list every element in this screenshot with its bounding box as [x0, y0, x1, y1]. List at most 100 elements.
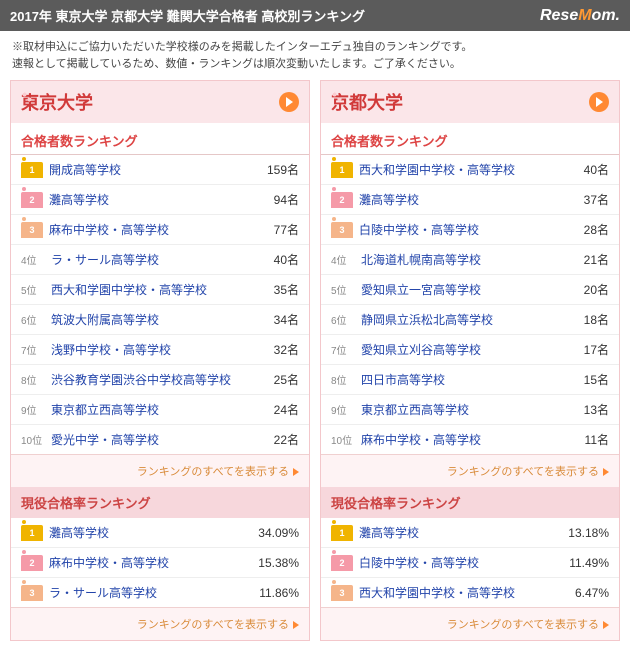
rank-number: 6位 [331, 312, 355, 327]
school-link[interactable]: 麻布中学校・高等学校 [361, 431, 559, 448]
rank-value: 24名 [249, 401, 299, 418]
ranking-row: 2麻布中学校・高等学校15.38% [11, 548, 309, 578]
school-link[interactable]: 灘高等学校 [49, 191, 249, 208]
panel-header: 京都大学 [321, 81, 619, 123]
crown-icon: 1 [331, 162, 353, 178]
show-all-link[interactable]: ランキングのすべてを表示する [11, 607, 309, 640]
rate-section-title: 現役合格率ランキング [11, 487, 309, 518]
panel-header: 東京大学 [11, 81, 309, 123]
ranking-row: 6位静岡県立浜松北高等学校18名 [321, 305, 619, 335]
school-link[interactable]: 東京都立西高等学校 [361, 401, 559, 418]
crown-icon: 2 [331, 555, 353, 571]
school-link[interactable]: 愛光中学・高等学校 [51, 431, 249, 448]
school-link[interactable]: 北海道札幌南高等学校 [361, 251, 559, 268]
crown-icon: 3 [331, 222, 353, 238]
rank-value: 37名 [559, 191, 609, 208]
school-link[interactable]: 麻布中学校・高等学校 [49, 221, 249, 238]
rank-value: 15.38% [249, 556, 299, 570]
school-link[interactable]: 麻布中学校・高等学校 [49, 554, 249, 571]
crown-icon: 3 [21, 585, 43, 601]
rank-value: 40名 [249, 251, 299, 268]
show-all-link[interactable]: ランキングのすべてを表示する [11, 454, 309, 487]
ranking-row: 7位愛知県立刈谷高等学校17名 [321, 335, 619, 365]
school-link[interactable]: ラ・サール高等学校 [51, 251, 249, 268]
school-link[interactable]: 四日市高等学校 [361, 371, 559, 388]
rank-value: 28名 [559, 221, 609, 238]
rank-value: 34.09% [249, 526, 299, 540]
count-ranking-list: 1西大和学園中学校・高等学校40名2灘高等学校37名3白陵中学校・高等学校28名… [321, 155, 619, 454]
ranking-row: 10位愛光中学・高等学校22名 [11, 425, 309, 454]
ranking-row: 1西大和学園中学校・高等学校40名 [321, 155, 619, 185]
expand-button[interactable] [589, 92, 609, 112]
rank-value: 15名 [559, 371, 609, 388]
school-link[interactable]: 西大和学園中学校・高等学校 [51, 281, 249, 298]
crown-icon: 3 [331, 585, 353, 601]
school-link[interactable]: 愛知県立一宮高等学校 [361, 281, 559, 298]
header-bar: 2017年 東京大学 京都大学 難関大学合格者 高校別ランキング ReseMom… [0, 0, 630, 31]
ranking-panel: 京都大学合格者数ランキング1西大和学園中学校・高等学校40名2灘高等学校37名3… [320, 80, 620, 641]
disclaimer-note: ※取材申込にご協力いただいた学校様のみを掲載したインターエデュ独自のランキングで… [0, 31, 630, 80]
ranking-row: 1 灘高等学校13.18% [321, 518, 619, 548]
chevron-right-icon [603, 468, 609, 476]
ranking-row: 1開成高等学校159名 [11, 155, 309, 185]
rank-number: 8位 [21, 372, 45, 387]
school-link[interactable]: 白陵中学校・高等学校 [359, 221, 559, 238]
school-link[interactable]: 浅野中学校・高等学校 [51, 341, 249, 358]
chevron-right-icon [293, 468, 299, 476]
crown-icon: 1 [21, 525, 43, 541]
rank-number: 5位 [21, 282, 45, 297]
crown-icon: 2 [331, 192, 353, 208]
school-link[interactable]: 白陵中学校・高等学校 [359, 554, 559, 571]
rank-value: 6.47% [559, 586, 609, 600]
rate-section-title: 現役合格率ランキング [321, 487, 619, 518]
show-all-link[interactable]: ランキングのすべてを表示する [321, 454, 619, 487]
school-link[interactable]: 西大和学園中学校・高等学校 [359, 584, 559, 601]
ranking-row: 8位渋谷教育学園渋谷中学校高等学校25名 [11, 365, 309, 395]
expand-button[interactable] [279, 92, 299, 112]
ranking-row: 1 灘高等学校34.09% [11, 518, 309, 548]
rank-number: 8位 [331, 372, 355, 387]
ranking-panel: 東京大学合格者数ランキング1開成高等学校159名2灘高等学校94名3麻布中学校・… [10, 80, 310, 641]
rank-number: 9位 [331, 402, 355, 417]
rank-value: 17名 [559, 341, 609, 358]
rank-number: 7位 [331, 342, 355, 357]
rank-value: 13名 [559, 401, 609, 418]
ranking-row: 7位浅野中学校・高等学校32名 [11, 335, 309, 365]
school-link[interactable]: 筑波大附属高等学校 [51, 311, 249, 328]
rank-value: 11名 [559, 431, 609, 448]
chevron-right-icon [293, 621, 299, 629]
ranking-row: 3ラ・サール高等学校11.86% [11, 578, 309, 607]
school-link[interactable]: 東京都立西高等学校 [51, 401, 249, 418]
page-title: 2017年 東京大学 京都大学 難関大学合格者 高校別ランキング [10, 6, 365, 25]
crown-icon: 1 [21, 162, 43, 178]
rank-value: 21名 [559, 251, 609, 268]
school-link[interactable]: 灘高等学校 [359, 191, 559, 208]
rank-value: 32名 [249, 341, 299, 358]
ranking-row: 3麻布中学校・高等学校77名 [11, 215, 309, 245]
rank-number: 4位 [331, 252, 355, 267]
site-logo: ReseMom. [540, 7, 620, 25]
rank-value: 77名 [249, 221, 299, 238]
school-link[interactable]: 西大和学園中学校・高等学校 [359, 161, 559, 178]
rank-value: 94名 [249, 191, 299, 208]
school-link[interactable]: 開成高等学校 [49, 161, 249, 178]
rank-value: 13.18% [559, 526, 609, 540]
school-link[interactable]: ラ・サール高等学校 [49, 584, 249, 601]
ranking-row: 2灘高等学校94名 [11, 185, 309, 215]
school-link[interactable]: 愛知県立刈谷高等学校 [361, 341, 559, 358]
rate-ranking-list: 1灘高等学校13.18%2白陵中学校・高等学校11.49%3西大和学園中学校・高… [321, 518, 619, 607]
count-section-title: 合格者数ランキング [11, 123, 309, 155]
university-name: 東京大学 [21, 89, 93, 115]
school-link[interactable]: 灘高等学校 [49, 524, 249, 541]
ranking-row: 2白陵中学校・高等学校11.49% [321, 548, 619, 578]
show-all-link[interactable]: ランキングのすべてを表示する [321, 607, 619, 640]
count-section-title: 合格者数ランキング [321, 123, 619, 155]
crown-icon: 1 [331, 525, 353, 541]
rank-value: 20名 [559, 281, 609, 298]
ranking-row: 6位筑波大附属高等学校34名 [11, 305, 309, 335]
school-link[interactable]: 渋谷教育学園渋谷中学校高等学校 [51, 371, 249, 388]
school-link[interactable]: 灘高等学校 [359, 524, 559, 541]
ranking-row: 4位北海道札幌南高等学校21名 [321, 245, 619, 275]
rank-number: 10位 [21, 432, 45, 447]
school-link[interactable]: 静岡県立浜松北高等学校 [361, 311, 559, 328]
